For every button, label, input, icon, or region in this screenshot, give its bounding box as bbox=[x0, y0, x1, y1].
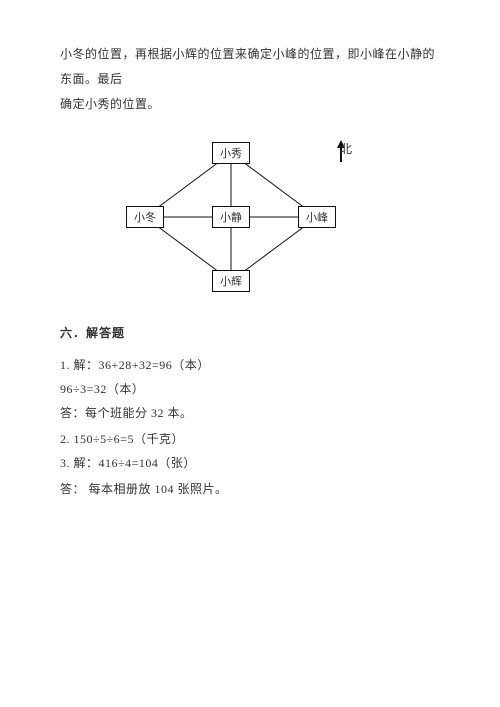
node-right-label: 小峰 bbox=[306, 209, 328, 225]
node-top: 小秀 bbox=[212, 142, 250, 164]
position-diagram: 小秀 小冬 小静 小峰 小辉 北 bbox=[120, 136, 370, 306]
node-center-label: 小静 bbox=[220, 209, 242, 225]
q1-line2: 96÷3=32（本） bbox=[60, 377, 440, 401]
q3-line1: 3. 解：416÷4=104（张） bbox=[60, 451, 440, 475]
node-top-label: 小秀 bbox=[220, 145, 242, 161]
node-bottom: 小辉 bbox=[212, 270, 250, 292]
section6-title: 六．解答题 bbox=[60, 324, 440, 341]
q2-line1: 2. 150÷5÷6=5（千克） bbox=[60, 427, 440, 451]
node-center: 小静 bbox=[212, 206, 250, 228]
node-right: 小峰 bbox=[298, 206, 336, 228]
q1-line3: 答：每个班能分 32 本。 bbox=[60, 401, 440, 425]
q3-line2: 答： 每本相册放 104 张照片。 bbox=[60, 477, 440, 501]
intro-line1: 小冬的位置，再根据小辉的位置来确定小峰的位置，即小峰在小静的东面。最后 bbox=[60, 47, 435, 86]
intro-line2: 确定小秀的位置。 bbox=[60, 97, 160, 111]
node-left-label: 小冬 bbox=[134, 209, 156, 225]
node-bottom-label: 小辉 bbox=[220, 273, 242, 289]
q1-line1: 1. 解：36+28+32=96（本） bbox=[60, 353, 440, 377]
node-left: 小冬 bbox=[126, 206, 164, 228]
